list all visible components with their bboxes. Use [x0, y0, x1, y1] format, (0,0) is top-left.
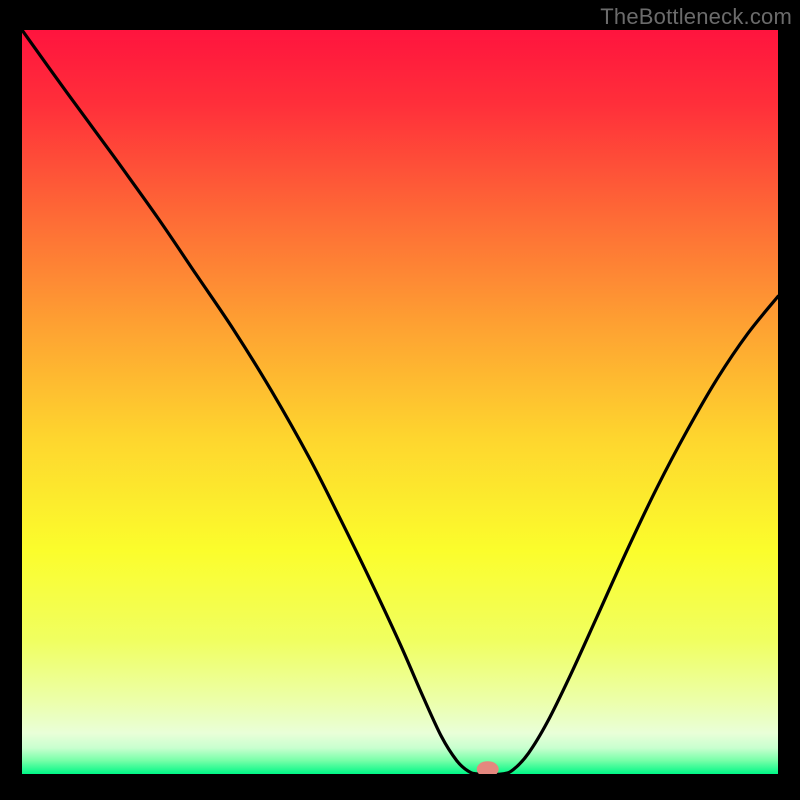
curve-overlay: [22, 30, 778, 774]
plot-area: [22, 30, 778, 774]
watermark-text: TheBottleneck.com: [600, 4, 792, 30]
chart-container: TheBottleneck.com: [0, 0, 800, 800]
bottleneck-curve: [22, 30, 778, 774]
optimum-marker: [477, 761, 499, 774]
